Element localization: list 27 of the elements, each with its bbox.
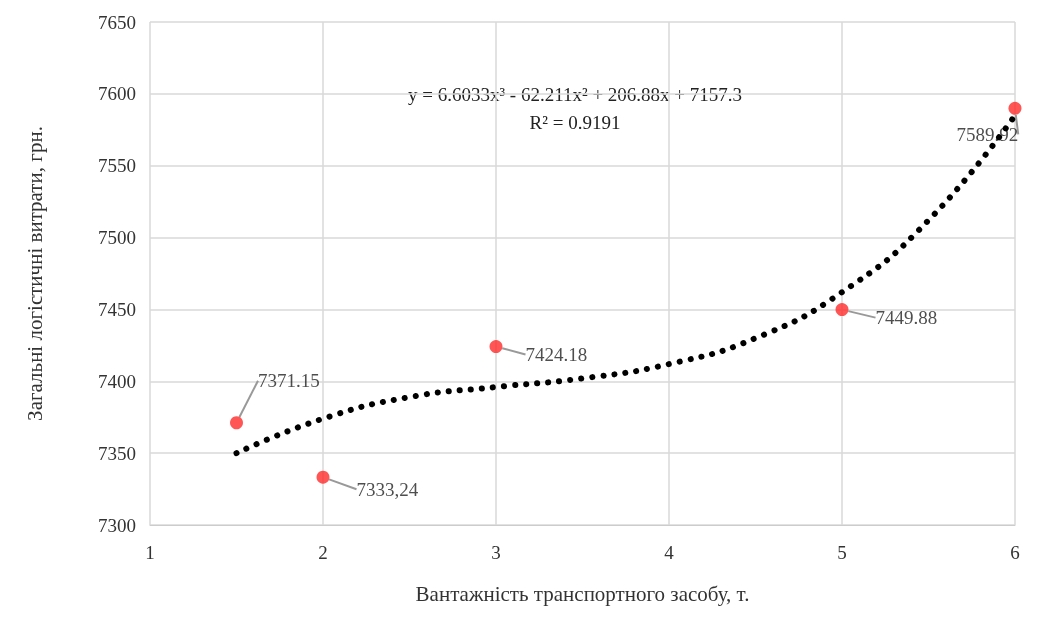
- x-tick-label: 4: [664, 542, 675, 563]
- y-tick-label: 7500: [98, 227, 136, 249]
- annotation: y = 6.6033x³ - 62.211x² + 206.88x + 7157.3: [407, 84, 743, 105]
- point: [489, 340, 503, 354]
- x-tick-label: 3: [491, 542, 501, 563]
- point: [230, 416, 243, 430]
- x-tick-label: 6: [1010, 542, 1020, 563]
- point: [316, 470, 330, 484]
- data-label: 7371.15: [258, 370, 320, 392]
- x-tick-label: 5: [837, 542, 847, 563]
- y-tick-label: 7400: [98, 370, 136, 392]
- y-tick-label: 7300: [98, 514, 136, 536]
- y-tick-label: 7450: [98, 298, 136, 320]
- point: [835, 303, 849, 317]
- x-tick-label: 1: [145, 542, 155, 563]
- y-axis-title: Загальні логістичні витрати, грн.: [22, 126, 47, 421]
- x-axis-title: Вантажність транспортного засобу, т.: [415, 581, 750, 606]
- data-label: 7449.88: [875, 307, 938, 329]
- data-label: 7333,24: [356, 478, 419, 500]
- y-tick-label: 7550: [98, 155, 136, 177]
- y-tick-label: 7600: [98, 83, 136, 105]
- x-tick-label: 2: [318, 542, 328, 563]
- point: [1008, 101, 1022, 115]
- data-label: 7424.18: [525, 344, 588, 366]
- y-tick-label: 7350: [98, 442, 136, 464]
- annotation: R² = 0.9191: [529, 112, 621, 133]
- y-tick-label: 7650: [98, 11, 136, 33]
